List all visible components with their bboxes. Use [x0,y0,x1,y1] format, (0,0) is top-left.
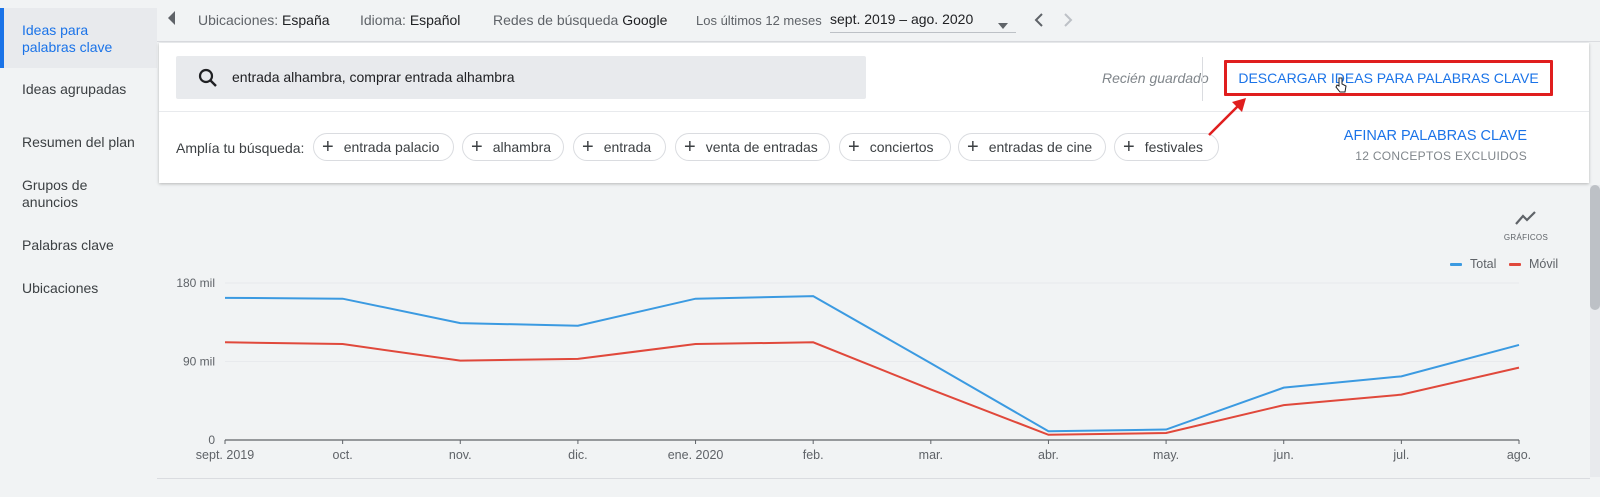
filter-value: Google [622,12,668,28]
chip-label: conciertos [869,139,934,155]
chip-label: alhambra [492,139,552,155]
filter-value: España [282,12,330,28]
download-button-label: DESCARGAR IDEAS PARA PALABRAS CLAVE [1238,70,1539,86]
plus-icon: + [967,136,979,158]
plus-icon: + [1123,136,1135,158]
plus-icon: + [684,136,696,158]
refine-keywords[interactable]: AFINAR PALABRAS CLAVE 12 CONCEPTOS EXCLU… [1344,128,1527,163]
trending-chart-icon [1515,211,1537,230]
refine-keywords-title: AFINAR PALABRAS CLAVE [1343,128,1527,144]
search-input[interactable]: entrada alhambra, comprar entrada alhamb… [176,56,866,99]
legend-item-total[interactable]: Total [1450,257,1496,271]
line-chart: 0 90 mil 180 mil sept. 2019 oct. nov. dic. ene.… [176,276,1531,462]
search-icon [198,68,218,93]
previous-period-icon[interactable] [1034,12,1044,31]
legend-swatch [1509,262,1521,266]
network-filter[interactable]: Redes de búsqueda Google [493,12,667,28]
sidebar-item-keywords[interactable]: Palabras clave [0,237,157,254]
plus-icon: + [322,136,334,158]
sidebar-item-label: Resumen del plan [22,134,135,150]
chip-label: entrada [603,139,652,155]
x-tick-label: sept. 2019 [196,448,254,462]
cursor-hand-icon [1335,77,1347,98]
plus-icon: + [848,136,860,158]
chip-label: entrada palacio [343,139,440,155]
charts-toggle-label: GRÁFICOS [1503,233,1549,242]
sidebar-item-plan-overview[interactable]: Resumen del plan [0,134,157,151]
legend-label: Total [1470,257,1497,271]
divider [1202,57,1203,101]
x-tick-label: nov. [449,448,472,462]
filter-value: Español [409,12,461,28]
x-tick-label: jun. [1273,448,1294,462]
date-range-value: sept. 2019 – ago. 2020 [830,11,974,27]
x-tick-label: jul. [1392,448,1409,462]
dropdown-arrow-icon [998,16,1008,32]
filter-key: Redes de búsqueda [493,12,619,28]
x-tick-label: mar. [919,448,943,462]
plus-icon: + [471,136,483,158]
broaden-chip[interactable]: + entradas de cine [958,133,1106,161]
sidebar-item-label: Grupos de anuncios [22,177,88,210]
locations-filter[interactable]: Ubicaciones: España [198,12,330,28]
search-volume-chart: 0 90 mil 180 mil sept. 2019 oct. nov. dic. ene.… [157,183,1557,478]
legend-item-mobile[interactable]: Móvil [1509,257,1558,271]
sidebar-item-grouped-ideas[interactable]: Ideas agrupadas [0,81,157,98]
sidebar-item-label: Palabras clave [22,237,114,253]
x-tick-label: abr. [1038,448,1059,462]
broaden-chip[interactable]: + festivales [1114,133,1219,161]
legend-swatch [1450,262,1462,266]
language-filter[interactable]: Idioma: Español [360,12,460,28]
sidebar-item-locations[interactable]: Ubicaciones [0,280,157,297]
x-tick-label: feb. [803,448,824,462]
sidebar-item-ad-groups[interactable]: Grupos de anuncios [0,177,157,211]
sidebar-item-label: Ideas agrupadas [22,81,127,97]
chip-label: festivales [1144,139,1204,155]
x-tick-label: ago. [1507,448,1531,462]
broaden-search-label: Amplía tu búsqueda: [176,140,305,156]
y-tick-label: 0 [208,433,215,447]
x-tick-label: ene. 2020 [668,448,724,462]
x-tick-label: may. [1153,448,1179,462]
save-status: Recién guardado [1102,70,1209,86]
series-line-mobile[interactable] [224,341,1520,436]
broaden-chip[interactable]: + alhambra [462,133,564,161]
divider [159,111,1589,112]
y-tick-label: 180 mil [176,276,215,290]
legend-label: Móvil [1529,257,1559,271]
broaden-chip[interactable]: + venta de entradas [675,133,830,161]
search-query-text: entrada alhambra, comprar entrada alhamb… [232,69,515,85]
chip-label: entradas de cine [988,139,1093,155]
next-period-icon[interactable] [1063,12,1073,31]
scrollbar-track[interactable] [1590,185,1600,477]
chip-label: venta de entradas [705,139,818,155]
y-tick-label: 90 mil [183,355,215,369]
collapse-sidebar-icon[interactable] [167,10,177,29]
filter-key: Ubicaciones: [198,12,279,28]
chart-bottom-divider [157,478,1590,497]
x-tick-label: oct. [333,448,353,462]
broaden-chip[interactable]: + entrada palacio [313,133,454,161]
sidebar: Ideas para palabras clave Ideas agrupada… [0,0,157,497]
download-keyword-ideas-button[interactable]: DESCARGAR IDEAS PARA PALABRAS CLAVE [1224,60,1553,96]
date-range-select[interactable]: sept. 2019 – ago. 2020 [830,11,1016,33]
date-range-key: Los últimos 12 meses [696,13,822,28]
filter-bar: Ubicaciones: España Idioma: Español Rede… [157,0,1600,42]
broaden-chip[interactable]: + entrada [573,133,666,161]
sidebar-item-label: Ubicaciones [22,280,99,296]
sidebar-item-label: Ideas para palabras clave [22,22,113,55]
plus-icon: + [582,136,594,158]
filter-key: Idioma: [360,12,406,28]
series-line-total[interactable] [224,295,1520,433]
excluded-concepts-count: 12 CONCEPTOS EXCLUIDOS [1355,149,1527,163]
sidebar-item-keyword-ideas[interactable]: Ideas para palabras clave [0,8,157,68]
scrollbar-thumb[interactable] [1590,185,1600,310]
charts-toggle[interactable]: GRÁFICOS [1496,210,1556,242]
x-tick-label: dic. [568,448,587,462]
search-panel: entrada alhambra, comprar entrada alhamb… [159,43,1589,183]
broaden-chip[interactable]: + conciertos [839,133,951,161]
